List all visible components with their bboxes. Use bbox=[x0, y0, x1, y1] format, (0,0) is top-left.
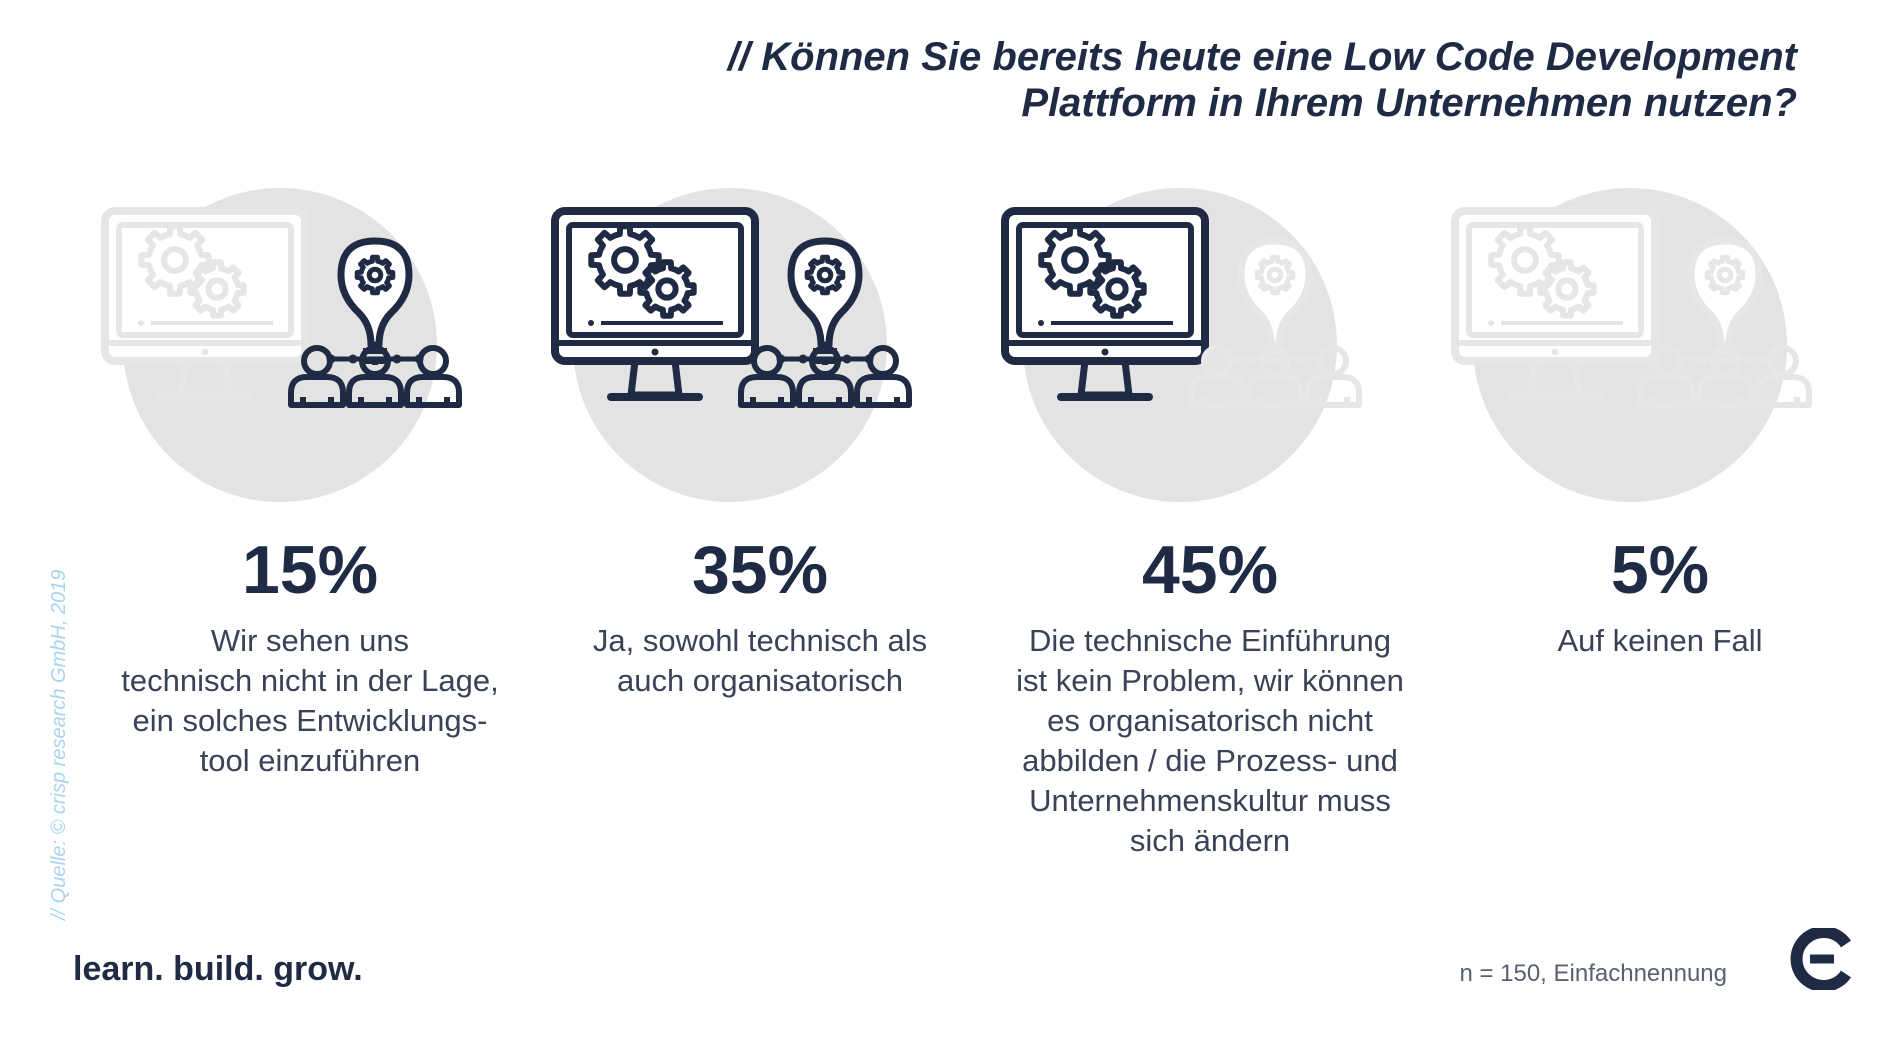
answer-1-label: Wir sehen uns technisch nicht in der Lag… bbox=[121, 623, 499, 778]
monitor-gears-icon bbox=[551, 207, 759, 401]
answer-4-label: Auf keinen Fall bbox=[1557, 623, 1763, 658]
answer-2-label: Ja, sowohl technisch als auch organisato… bbox=[592, 623, 928, 698]
people-network-icon bbox=[738, 345, 912, 408]
answer-3-illustration bbox=[1001, 188, 1362, 502]
monitor-gears-icon bbox=[1451, 207, 1659, 401]
answer-2-illustration bbox=[551, 188, 912, 502]
answer-4-illustration bbox=[1451, 188, 1812, 502]
monitor-gears-icon bbox=[1001, 207, 1209, 401]
monitor-gears-icon bbox=[101, 207, 309, 401]
chart-title: // Können Sie bereits heute eine Low Cod… bbox=[497, 34, 1797, 126]
answer-1-illustration bbox=[101, 188, 462, 502]
slogan: learn. build. grow. bbox=[73, 950, 363, 988]
people-network-icon bbox=[1188, 345, 1362, 408]
answer-1-percent: 15% bbox=[241, 532, 379, 608]
answer-3-label: Die technische Einführung ist kein Probl… bbox=[1016, 623, 1404, 858]
people-network-icon bbox=[288, 345, 462, 408]
answer-4-percent: 5% bbox=[1610, 532, 1710, 608]
sample-size-note: n = 150, Einfachnennung bbox=[1459, 960, 1727, 987]
title-line-2: Plattform in Ihrem Unternehmen nutzen? bbox=[1021, 81, 1797, 125]
answer-3-percent: 45% bbox=[1141, 532, 1279, 608]
brand-logo-icon bbox=[1790, 928, 1851, 990]
answer-2-percent: 35% bbox=[691, 532, 829, 608]
title-line-1: // Können Sie bereits heute eine Low Cod… bbox=[727, 35, 1797, 79]
source-note: // Quelle: © crisp research GmbH, 2019 bbox=[48, 569, 70, 920]
people-network-icon bbox=[1638, 345, 1812, 408]
